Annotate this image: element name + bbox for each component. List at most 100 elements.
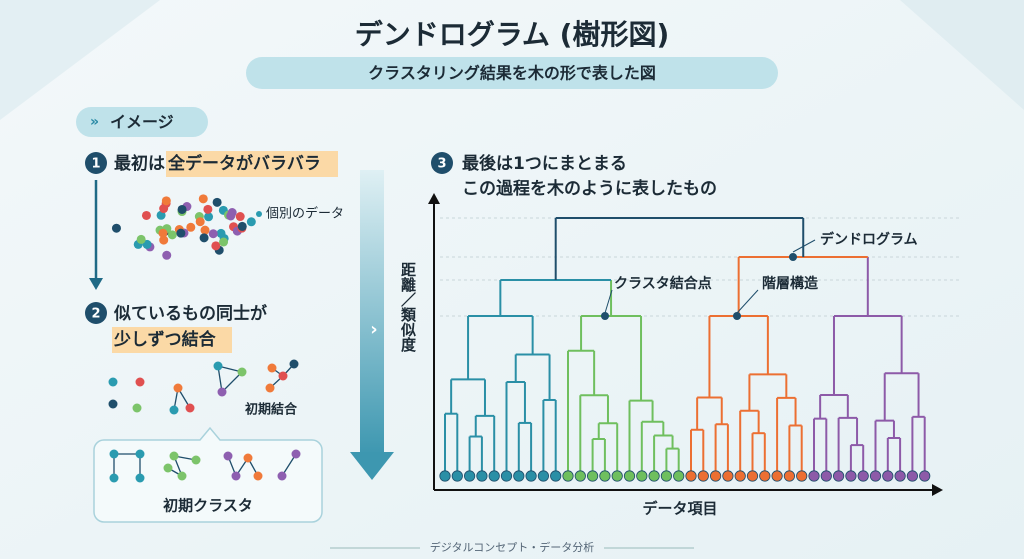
node xyxy=(231,471,241,481)
leaf xyxy=(796,470,808,482)
leaf xyxy=(746,470,759,482)
box-label: 初期クラスタ xyxy=(163,497,253,515)
leaf xyxy=(463,470,476,482)
step-highlight: 少しずつ結合 xyxy=(113,329,217,350)
data-dot xyxy=(177,204,187,214)
node xyxy=(191,455,201,465)
leaf xyxy=(697,470,709,482)
leaf xyxy=(451,470,463,482)
leaf xyxy=(476,470,488,482)
data-dot xyxy=(237,221,247,231)
annotation: 個別のデータ xyxy=(266,206,344,222)
node xyxy=(291,449,301,459)
node xyxy=(108,377,118,387)
leaf xyxy=(648,470,660,482)
leaf xyxy=(709,470,722,482)
step-highlight: 全データがバラバラ xyxy=(167,153,321,174)
data-dot xyxy=(159,235,169,245)
data-dot xyxy=(195,217,205,227)
node xyxy=(253,471,263,481)
node xyxy=(185,403,195,413)
leaf xyxy=(820,470,832,482)
join-point xyxy=(733,312,741,320)
step-number: 1 xyxy=(91,157,100,172)
leaf xyxy=(537,470,550,482)
node xyxy=(289,359,299,369)
y-axis-label: 距離／類似度 xyxy=(399,262,417,353)
leaf xyxy=(759,470,771,482)
node xyxy=(265,383,275,393)
node xyxy=(135,473,145,483)
join-point xyxy=(601,312,609,320)
pointer-dot xyxy=(256,211,262,217)
leaf xyxy=(525,470,537,482)
subtitle: クラスタリング結果を木の形で表した図 xyxy=(368,64,656,83)
data-dot xyxy=(212,197,222,207)
data-dots xyxy=(108,194,301,483)
data-dot xyxy=(219,237,229,247)
node xyxy=(109,449,119,459)
leaf xyxy=(882,470,894,482)
leaf xyxy=(623,470,636,482)
leaf xyxy=(722,470,734,482)
corner-deco xyxy=(0,0,160,120)
data-dot xyxy=(141,210,151,220)
data-dot xyxy=(167,230,177,240)
data-dot xyxy=(226,211,236,221)
node xyxy=(237,367,247,377)
data-dot xyxy=(158,228,168,238)
node xyxy=(223,451,233,461)
leaf xyxy=(586,470,599,482)
node xyxy=(277,471,287,481)
leaf xyxy=(599,470,611,482)
axis-arrow xyxy=(428,193,440,204)
dendrogram xyxy=(439,217,960,482)
step-line: この過程を木のように表したもの xyxy=(462,178,717,199)
node xyxy=(163,463,173,473)
data-dot xyxy=(176,228,186,238)
data-dot xyxy=(235,212,245,222)
data-dot xyxy=(186,222,196,232)
leaf xyxy=(783,470,796,482)
data-dot xyxy=(199,233,209,243)
data-dot xyxy=(162,250,172,260)
data-dot xyxy=(208,229,218,239)
data-dot xyxy=(198,194,208,204)
leaf xyxy=(500,470,513,482)
data-dot xyxy=(142,239,152,249)
x-axis-label: データ項目 xyxy=(642,500,717,518)
leaf xyxy=(673,470,685,482)
node xyxy=(135,377,145,387)
leaf xyxy=(894,470,906,482)
step-badge xyxy=(431,152,453,174)
leaf xyxy=(636,470,648,482)
node xyxy=(278,371,288,381)
node xyxy=(217,387,227,397)
leaf xyxy=(919,470,931,482)
data-dot xyxy=(136,234,146,244)
callout-line xyxy=(604,289,613,314)
data-dot xyxy=(246,217,256,227)
callout: 階層構造 xyxy=(762,275,818,292)
node xyxy=(177,471,187,481)
big-arrowhead xyxy=(350,452,394,480)
leaf xyxy=(513,470,525,482)
node xyxy=(135,449,145,459)
node xyxy=(173,383,183,393)
title: デンドログラム (樹形図) xyxy=(355,18,670,51)
highlight xyxy=(112,327,232,353)
callout-line xyxy=(792,239,816,253)
data-dot xyxy=(204,212,214,222)
data-dot xyxy=(211,241,221,251)
leaf xyxy=(857,470,869,482)
data-dot xyxy=(200,225,210,235)
step-badge xyxy=(85,152,107,174)
section-tag-pill xyxy=(76,107,208,137)
leaf xyxy=(832,470,845,482)
step-lead: 最初は xyxy=(114,153,165,174)
data-dot xyxy=(111,223,121,233)
data-dot xyxy=(159,204,169,214)
leaf xyxy=(488,470,500,482)
step-badge xyxy=(85,302,107,324)
step-number: 3 xyxy=(437,157,446,172)
